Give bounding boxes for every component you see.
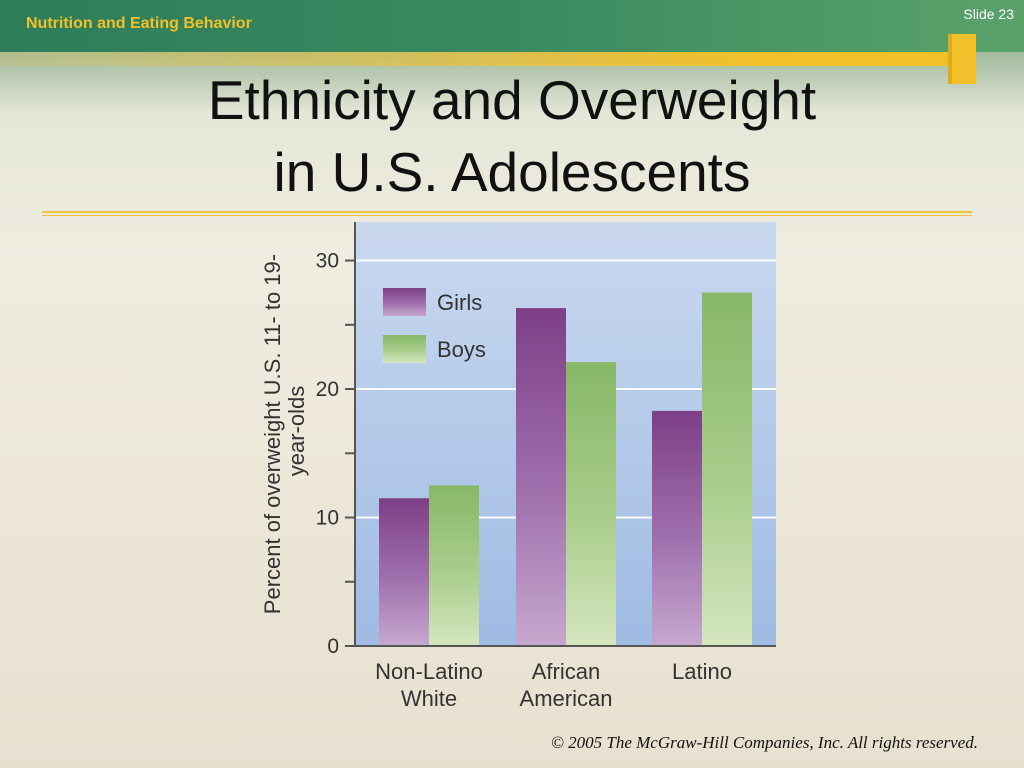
legend-label-girls: Girls xyxy=(437,290,482,315)
x-category-label: Non-Latino White xyxy=(375,659,483,711)
bar-boys xyxy=(429,485,479,646)
x-category-label-line: Latino xyxy=(672,659,732,684)
y-tick-label: 20 xyxy=(316,378,339,401)
y-tick-label: 10 xyxy=(316,507,339,530)
title-line-2: in U.S. Adolescents xyxy=(273,141,751,203)
legend: Girls Boys xyxy=(383,288,486,363)
x-category-labels: Non-Latino White African American Latino xyxy=(375,659,732,711)
title-divider-thin xyxy=(42,215,972,216)
header-band xyxy=(0,0,1024,52)
copyright-notice: © 2005 The McGraw-Hill Companies, Inc. A… xyxy=(550,733,978,752)
legend-swatch-boys xyxy=(383,335,426,363)
x-category-label: Latino xyxy=(672,659,732,684)
bar-girls xyxy=(379,498,429,646)
y-tick-label: 30 xyxy=(316,250,339,273)
y-ticks: 0 10 20 30 xyxy=(316,250,355,658)
bar-boys xyxy=(566,362,616,646)
bar-girls xyxy=(652,410,702,646)
y-axis-title-line-1: Percent of overweight U.S. 11- to 19- xyxy=(260,254,285,614)
accent-bar xyxy=(0,52,956,66)
section-label: Nutrition and Eating Behavior xyxy=(26,15,252,32)
legend-swatch-girls xyxy=(383,288,426,316)
x-category-label-line: Non-Latino xyxy=(375,659,483,684)
title-divider xyxy=(42,211,972,213)
x-category-label-line: African xyxy=(532,659,600,684)
x-category-label-line: American xyxy=(520,686,613,711)
legend-label-boys: Boys xyxy=(437,337,486,362)
bar-girls xyxy=(516,308,566,646)
x-category-label: African American xyxy=(520,659,613,711)
slide-number: Slide 23 xyxy=(963,6,1014,22)
bars xyxy=(379,292,752,646)
x-category-label-line: White xyxy=(401,686,457,711)
slide-title: Ethnicity and Overweight in U.S. Adolesc… xyxy=(0,64,1024,208)
bar-chart: 0 10 20 30 Non-Latino White African American La… xyxy=(260,222,776,711)
y-axis-title-line-2: year-olds xyxy=(284,386,309,476)
y-tick-label: 0 xyxy=(327,635,339,658)
title-line-1: Ethnicity and Overweight xyxy=(207,69,817,131)
accent-box xyxy=(948,34,976,84)
y-axis-title: Percent of overweight U.S. 11- to 19- ye… xyxy=(260,248,309,614)
bar-boys xyxy=(702,292,752,646)
